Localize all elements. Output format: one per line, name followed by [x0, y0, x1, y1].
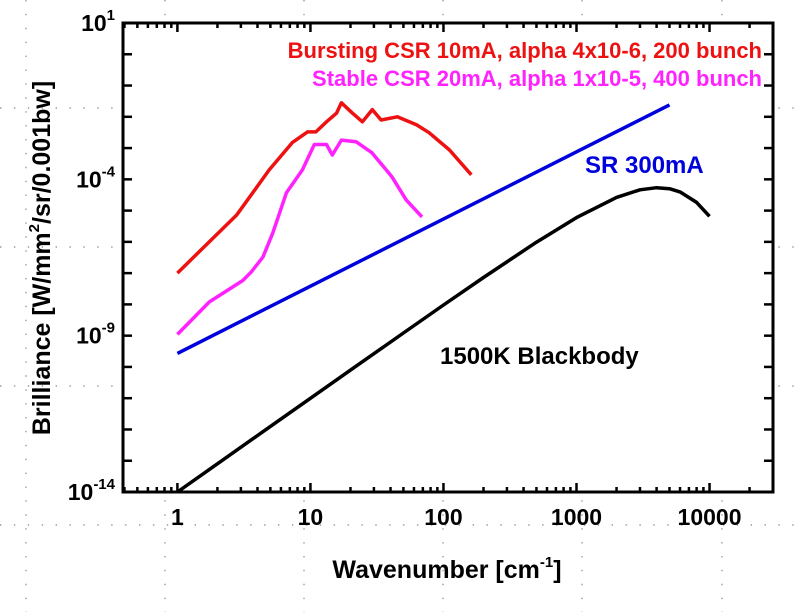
y-tick-label-exp: -9 — [102, 320, 115, 337]
x-axis-label-main: Wavenumber [cm — [332, 556, 539, 584]
label-sr-300ma: SR 300mA — [585, 152, 704, 179]
y-axis-label: Brilliance [W/mm2/sr/0.001bw] — [26, 81, 56, 435]
y-tick-label: 10-9 — [76, 320, 115, 349]
x-tick-label: 1 — [171, 504, 184, 530]
y-tick-label-base: 10 — [68, 479, 94, 505]
series-line-3 — [176, 185, 711, 494]
y-tick-label-exp: 1 — [107, 7, 115, 24]
axes-frame — [121, 21, 775, 494]
x-tick-label: 10 — [298, 504, 324, 530]
y-axis-label-sup: 2 — [26, 224, 43, 232]
series-line-1 — [176, 138, 424, 336]
x-axis-label-end: ] — [553, 556, 561, 584]
x-tick-label: 1000 — [551, 504, 602, 530]
plot-area — [123, 23, 773, 492]
series-line-2 — [176, 103, 671, 355]
legend-stable-csr: Stable CSR 20mA, alpha 1x10-5, 400 bunch — [312, 66, 762, 91]
y-tick-label: 10-14 — [68, 476, 116, 505]
y-tick-label-base: 10 — [81, 10, 107, 36]
series-group — [176, 101, 711, 494]
y-axis-label-end: /sr/0.001bw] — [28, 81, 56, 224]
y-tick-label: 101 — [81, 7, 115, 36]
y-tick-label: 10-4 — [76, 163, 116, 192]
x-axis-label: Wavenumber [cm-1] — [332, 554, 561, 584]
label-blackbody: 1500K Blackbody — [440, 343, 639, 370]
y-tick-label-base: 10 — [76, 323, 102, 349]
legend-bursting-csr: Bursting CSR 10mA, alpha 4x10-6, 200 bun… — [288, 38, 762, 63]
x-axis-label-sup: -1 — [540, 554, 553, 571]
y-tick-label-exp: -14 — [93, 476, 115, 493]
x-tick-label: 100 — [424, 504, 462, 530]
y-axis-label-main: Brilliance [W/mm — [28, 232, 56, 435]
y-tick-label-exp: -4 — [102, 163, 116, 180]
x-tick-label: 10000 — [678, 504, 742, 530]
y-tick-label-base: 10 — [76, 166, 102, 192]
series-line-0 — [176, 101, 473, 275]
